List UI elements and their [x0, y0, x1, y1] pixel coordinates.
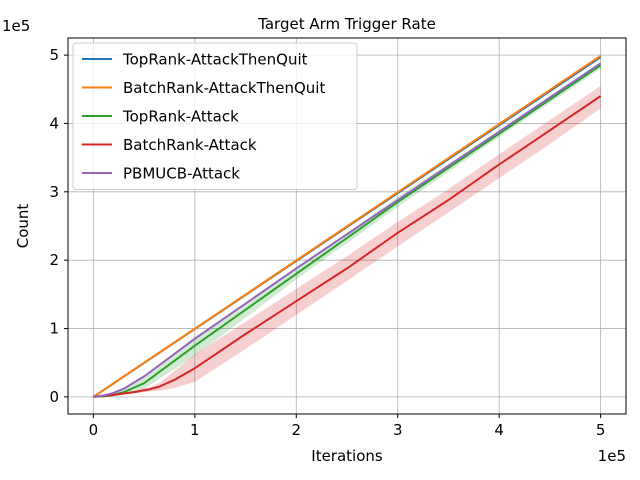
x-tick-label: 5: [596, 421, 606, 439]
legend-label: TopRank-Attack: [122, 108, 239, 126]
x-tick-label: 0: [89, 421, 99, 439]
tick-layer: 0 1 2 3 4 5 0 1 2 3 4 5: [49, 46, 605, 439]
chart-title: Target Arm Trigger Rate: [257, 15, 436, 33]
legend-label: PBMUCB-Attack: [123, 165, 240, 183]
legend-label: BatchRank-AttackThenQuit: [123, 79, 325, 97]
x-axis-multiplier: 1e5: [598, 447, 626, 465]
plot-frame: [67, 37, 627, 415]
y-tick-label: 4: [49, 114, 59, 132]
y-tick-label: 0: [49, 388, 59, 406]
legend-box: [72, 42, 358, 190]
x-tick-label: 2: [291, 421, 301, 439]
series-line: [92, 54, 602, 398]
series-line: [93, 95, 602, 398]
series-line: [93, 62, 602, 398]
y-tick-label: 3: [49, 183, 59, 201]
x-axis-label: Iterations: [311, 447, 383, 465]
y-tick-label: 2: [49, 251, 59, 269]
legend-label: BatchRank-Attack: [123, 136, 257, 154]
series-layer: [92, 54, 602, 398]
legend: TopRank-AttackThenQuit BatchRank-AttackTh…: [72, 42, 358, 190]
y-tick-label: 1: [49, 320, 59, 338]
y-axis-label: Count: [14, 204, 32, 249]
y-tick-label: 5: [49, 46, 59, 64]
x-tick-label: 3: [393, 421, 403, 439]
legend-label: TopRank-AttackThenQuit: [122, 51, 308, 69]
x-tick-label: 1: [190, 421, 200, 439]
y-axis-multiplier: 1e5: [2, 17, 30, 35]
x-tick-label: 4: [494, 421, 504, 439]
